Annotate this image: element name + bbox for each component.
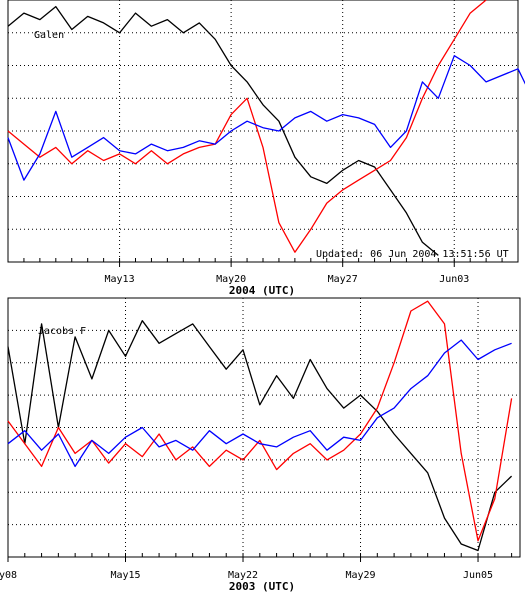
panel-2004-grid	[8, 0, 518, 262]
series-line-0	[7, 320, 513, 552]
series-line-2	[7, 339, 512, 468]
panel-2003-legend: Jacobs F	[38, 326, 86, 337]
panel-2004-series	[7, 0, 525, 256]
x-tick-label: May15	[110, 570, 140, 581]
series-line-0	[7, 5, 439, 256]
x-tick-label: May27	[328, 274, 358, 285]
panel-2004-xlabel: 2004 (UTC)	[229, 284, 295, 297]
x-tick-label: May20	[216, 274, 246, 285]
panel-2003-ticks: y08 May15 May22 May29 Jun05	[0, 553, 513, 581]
x-tick-label: Jun05	[463, 570, 493, 581]
x-tick-label: May13	[105, 274, 135, 285]
x-tick-label: y08	[0, 570, 17, 581]
series-line-2	[7, 55, 525, 181]
x-tick-label: Jun03	[439, 274, 469, 285]
panel-2004-legend: Galen	[34, 30, 64, 41]
panel-2003: y08 May15 May22 May29 Jun05 Jacobs F 2003 (U…	[0, 297, 521, 592]
x-tick-label: May22	[228, 570, 258, 581]
panel-2003-series	[7, 300, 513, 552]
panel-2004-updated: Updated: 06 Jun 2004 13:51:56 UT	[316, 249, 509, 260]
panel-2004-ticks: May13 May20 May27 Jun03	[7, 258, 519, 285]
panel-2003-xlabel: 2003 (UTC)	[229, 580, 295, 592]
x-tick-label: May29	[345, 570, 375, 581]
panel-2004: May13 May20 May27 Jun03 Galen Updated: 06 J…	[7, 0, 525, 297]
series-line-1	[7, 0, 487, 253]
panel-2003-grid	[7, 298, 520, 557]
